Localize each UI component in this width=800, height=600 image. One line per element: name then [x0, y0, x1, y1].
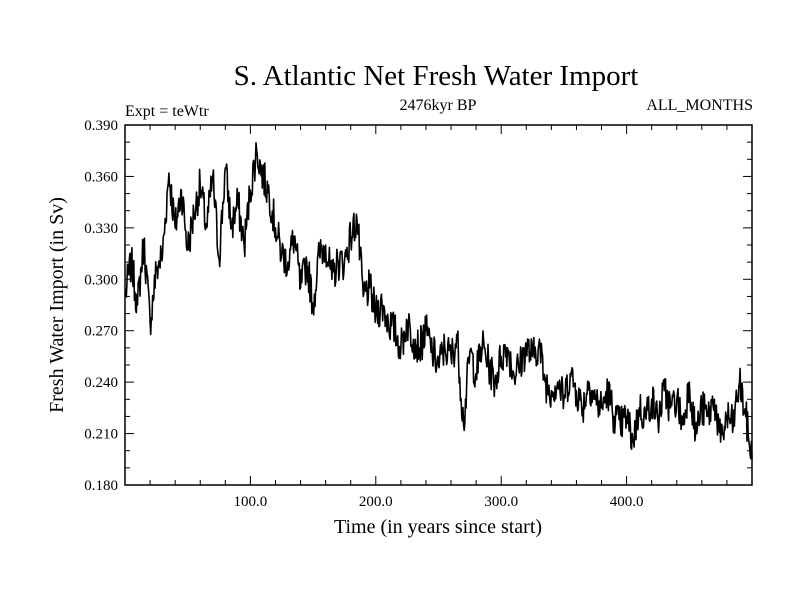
- axis-ticks: [125, 124, 752, 486]
- experiment-label: Expt = teWtr: [125, 103, 209, 120]
- plot-frame: [124, 124, 753, 486]
- y-tick-label: 0.390: [84, 118, 118, 134]
- chart-title: S. Atlantic Net Fresh Water Import: [234, 60, 639, 92]
- x-axis-label: Time (in years since start): [334, 516, 542, 538]
- x-tick-label: 200.0: [359, 494, 393, 510]
- x-tick-labels: 100.0 200.0 300.0 400.0: [234, 494, 644, 510]
- x-tick-label: 400.0: [610, 494, 644, 510]
- y-tick-label: 0.300: [84, 272, 118, 288]
- fresh-water-import-line: [124, 142, 753, 460]
- y-tick-label: 0.240: [84, 375, 118, 391]
- period-label: 2476kyr BP: [400, 97, 477, 114]
- y-tick-label: 0.210: [84, 427, 118, 443]
- months-label: ALL_MONTHS: [646, 97, 753, 114]
- y-tick-label: 0.180: [84, 478, 118, 494]
- y-tick-label: 0.270: [84, 324, 118, 340]
- x-tick-label: 100.0: [234, 494, 268, 510]
- y-axis-label: Fresh Water Import (in Sv): [46, 197, 68, 413]
- y-tick-labels: 0.180 0.210 0.240 0.270 0.300 0.330 0.360 0.390: [84, 118, 118, 494]
- y-tick-label: 0.330: [84, 221, 118, 237]
- x-tick-label: 300.0: [484, 494, 518, 510]
- y-tick-label: 0.360: [84, 169, 118, 185]
